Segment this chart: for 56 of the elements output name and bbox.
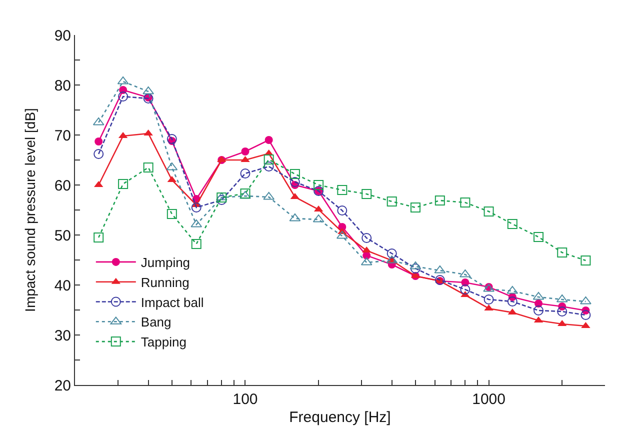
legend-label: Impact ball [140, 294, 204, 310]
point [534, 306, 544, 316]
point [484, 206, 494, 216]
point [264, 162, 274, 172]
y-tick-label: 50 [54, 227, 71, 244]
point [580, 310, 591, 320]
point [534, 232, 544, 242]
point [94, 138, 103, 146]
point [337, 185, 348, 195]
point [241, 148, 250, 156]
point [557, 248, 568, 258]
point [460, 284, 470, 294]
point [118, 179, 128, 189]
point [460, 198, 470, 208]
x-axis-title: Frequency [Hz] [289, 409, 391, 426]
y-tick-label: 90 [54, 27, 71, 44]
point [507, 296, 518, 306]
point [507, 219, 518, 229]
y-tick-label: 60 [54, 177, 71, 194]
point [94, 149, 104, 159]
point [191, 239, 202, 249]
point [191, 202, 202, 212]
y-tick-label: 80 [54, 77, 71, 94]
point [580, 256, 591, 266]
point [290, 169, 300, 179]
x-tick-label: 100 [232, 391, 258, 408]
point [240, 168, 250, 178]
point [434, 196, 445, 206]
point [264, 154, 274, 164]
x-tick-label: 1000 [472, 391, 506, 408]
point [362, 189, 372, 199]
point [337, 206, 348, 216]
point [386, 196, 397, 206]
point [362, 233, 372, 243]
y-tick-label: 70 [54, 127, 71, 144]
point [143, 162, 154, 172]
point [410, 202, 420, 212]
point [166, 134, 177, 144]
point [94, 232, 104, 242]
y-axis-title: Impact sound pressure level [dB] [22, 108, 38, 312]
legend-label: Jumping [140, 255, 190, 270]
point [290, 177, 300, 187]
point [166, 209, 177, 219]
legend-label: Bang [140, 314, 172, 330]
point [264, 136, 273, 144]
point [557, 306, 568, 316]
legend-label: Tapping [140, 334, 186, 350]
y-tick-label: 30 [54, 327, 71, 344]
point [314, 180, 324, 190]
point [386, 248, 397, 258]
y-tick-label: 20 [54, 377, 71, 394]
point [410, 264, 420, 274]
y-tick-label: 40 [54, 277, 71, 294]
point [118, 92, 128, 102]
legend-label: Running [140, 274, 190, 290]
point [484, 294, 494, 304]
